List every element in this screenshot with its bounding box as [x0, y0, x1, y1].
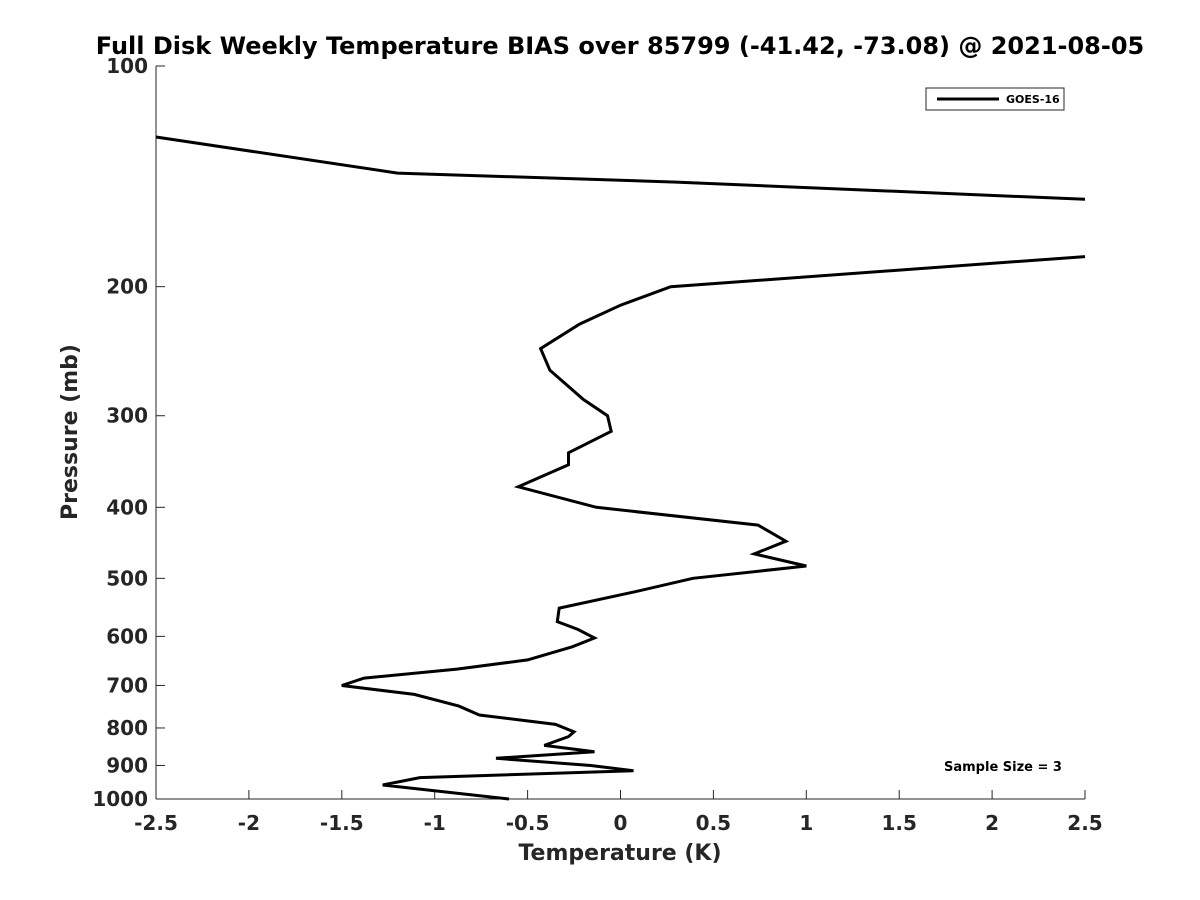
- y-tick-label: 100: [106, 54, 148, 78]
- x-tick-label: -2.5: [134, 811, 178, 835]
- y-tick-label: 400: [106, 495, 148, 519]
- x-tick-label: 1.5: [881, 811, 916, 835]
- series-line-goes-16: [341, 255, 1086, 801]
- x-tick-label: 0: [614, 811, 628, 835]
- y-axis-label: Pressure (mb): [58, 344, 83, 520]
- y-tick-label: 800: [106, 716, 148, 740]
- chart-title: Full Disk Weekly Temperature BIAS over 8…: [96, 32, 1144, 60]
- x-tick-label: -2: [238, 811, 260, 835]
- x-tick-label: -0.5: [506, 811, 550, 835]
- series-layer: [155, 135, 1086, 801]
- x-tick-label: 0.5: [696, 811, 731, 835]
- plot-area: [156, 66, 1085, 799]
- x-tick-label: -1: [424, 811, 446, 835]
- x-axis-label: Temperature (K): [518, 841, 721, 866]
- legend: GOES-16: [925, 87, 1065, 111]
- x-tick-label: 2.5: [1067, 811, 1102, 835]
- y-tick-label: 300: [106, 404, 148, 428]
- sample-size-annotation: Sample Size = 3: [944, 760, 1062, 775]
- series-line-goes-16: [155, 135, 1086, 201]
- x-axis-ticks: -2.5 -2 -1.5 -1 -0.5 0 0.5 1 1.5 2 2.5: [134, 790, 1103, 835]
- y-tick-label: 600: [106, 624, 148, 648]
- x-tick-label: 1: [799, 811, 813, 835]
- x-tick-label: -1.5: [320, 811, 364, 835]
- y-tick-label: 1000: [92, 787, 148, 811]
- y-tick-label: 700: [106, 673, 148, 697]
- y-tick-label: 500: [106, 566, 148, 590]
- x-tick-label: 2: [985, 811, 999, 835]
- y-tick-label: 900: [106, 753, 148, 777]
- y-tick-label: 200: [106, 275, 148, 299]
- y-axis-ticks: 100 200 300 400 500 600 700 800 900 1000: [92, 54, 165, 811]
- legend-label-goes-16: GOES-16: [1006, 93, 1060, 106]
